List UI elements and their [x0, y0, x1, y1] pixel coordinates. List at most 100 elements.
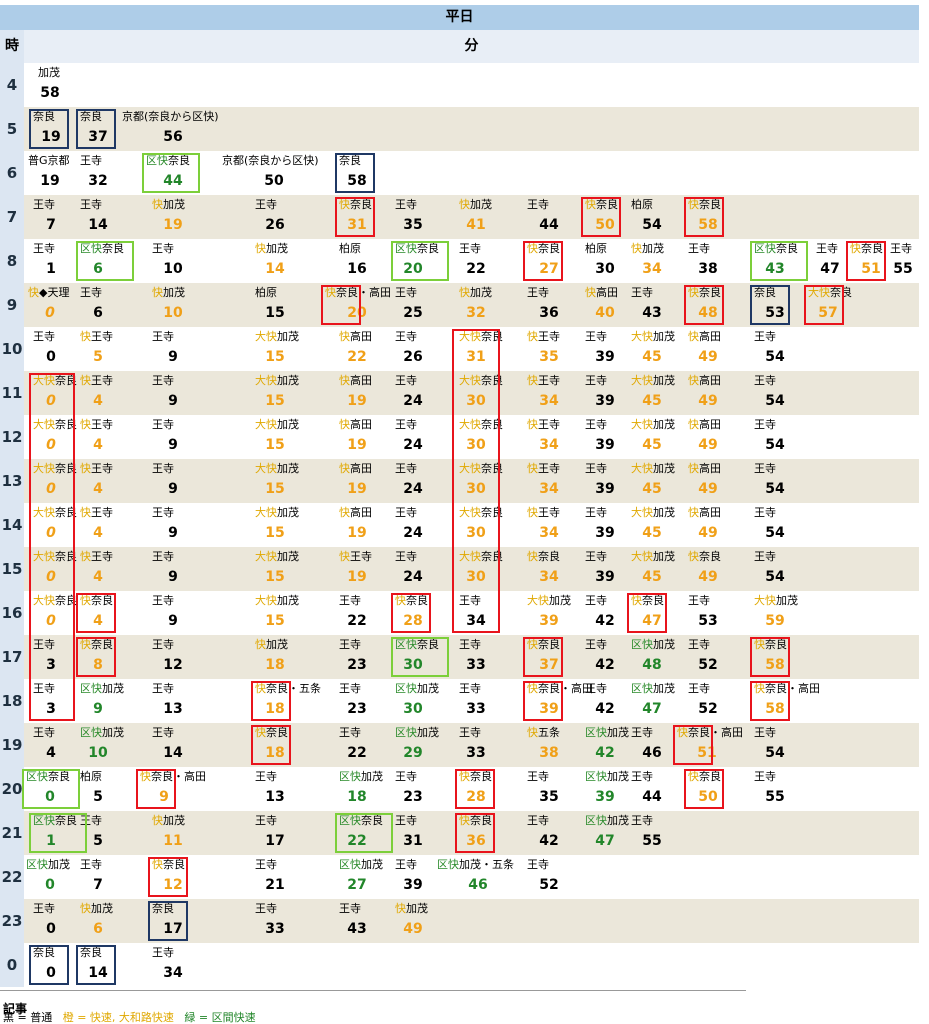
train-type-label: 快: [80, 594, 91, 607]
destination-name: 加茂: [266, 242, 288, 255]
row-band: [24, 547, 919, 591]
departure-entry: 区快加茂 39: [585, 767, 629, 811]
departure-minute: 40: [595, 305, 615, 321]
departure-entry: 大快加茂 15: [255, 591, 337, 635]
destination-name: 高田: [699, 330, 721, 343]
destination-label: 王寺: [459, 242, 481, 255]
departure-entry: 快奈良 28: [395, 591, 457, 635]
destination-label: 区快加茂: [339, 770, 383, 783]
destination-name: 王寺: [152, 550, 174, 563]
legend-divider: [0, 990, 746, 991]
destination-label: 快高田: [688, 462, 721, 475]
destination-name: 王寺: [754, 462, 776, 475]
departure-entry: 快奈良 36: [459, 811, 525, 855]
destination-name: 加茂: [642, 242, 664, 255]
departure-entry: 快奈良・高田 9: [140, 767, 260, 811]
destination-name: 奈良: [33, 110, 55, 123]
departure-entry: 王寺 23: [339, 635, 393, 679]
train-type-label: 快: [339, 462, 350, 475]
departure-minute: 9: [159, 789, 169, 805]
departure-minute: 30: [403, 657, 423, 673]
destination-name: 王寺: [255, 858, 277, 871]
train-type-label: 大快: [459, 330, 481, 343]
departure-entry: 王寺 39: [395, 855, 457, 899]
destination-label: 王寺: [527, 814, 549, 827]
train-type-label: 区快: [631, 638, 653, 651]
departure-entry: 大快加茂 39: [527, 591, 583, 635]
departure-entry: 王寺 54: [754, 327, 810, 371]
train-type-label: 大快: [33, 374, 55, 387]
destination-name: 奈良: [481, 374, 503, 387]
destination-label: 快加茂: [631, 242, 664, 255]
destination-label: 王寺: [255, 814, 277, 827]
departure-entry: 王寺 55: [631, 811, 686, 855]
departure-minute: 8: [93, 657, 103, 673]
destination-name: 王寺: [395, 198, 417, 211]
destination-label: 王寺: [339, 638, 361, 651]
train-type-label: 快: [527, 550, 538, 563]
departure-minute: 49: [698, 481, 718, 497]
departure-entry: 快奈良 28: [459, 767, 525, 811]
destination-label: 快奈良・高田: [754, 682, 820, 695]
destination-label: 王寺: [395, 330, 417, 343]
departure-minute: 9: [168, 349, 178, 365]
departure-entry: 王寺 24: [395, 547, 457, 591]
departure-entry: 快奈良 4: [80, 591, 150, 635]
departure-entry: 王寺 26: [395, 327, 457, 371]
destination-name: 王寺: [890, 242, 912, 255]
hour-row: 5 奈良 19 奈良 37 京都(奈良から区快) 56: [0, 107, 919, 151]
departure-entry: 快高田 49: [688, 415, 752, 459]
departure-entry: 快王寺 4: [80, 547, 150, 591]
destination-name: 王寺: [395, 770, 417, 783]
departure-entry: 王寺 4: [33, 723, 108, 767]
destination-name: 王寺: [688, 594, 710, 607]
row-band: [24, 459, 919, 503]
destination-name: 王寺: [688, 242, 710, 255]
row-band: [24, 723, 919, 767]
train-type-label: 快: [677, 726, 688, 739]
departure-minute: 20: [347, 305, 367, 321]
destination-name: 王寺: [91, 550, 113, 563]
hour-row: 9 快◆天理 0 王寺 6 快加茂 10 柏原 15 快奈良・高田 20 王寺 25 快加茂 32 王寺 36 快…: [0, 283, 919, 327]
departure-minute: 24: [403, 393, 423, 409]
destination-label: 京都(奈良から区快): [222, 154, 319, 167]
destination-name: 高田: [699, 462, 721, 475]
departure-entry: 快奈良 51: [850, 239, 929, 283]
departure-minute: 9: [168, 613, 178, 629]
departure-minute: 31: [466, 349, 486, 365]
destination-label: 王寺: [754, 462, 776, 475]
destination-label: 王寺: [585, 550, 607, 563]
destination-label: 王寺: [152, 946, 174, 959]
departure-minute: 58: [765, 701, 785, 717]
departure-entry: 大快加茂 15: [255, 415, 337, 459]
destination-name: 奈良: [33, 946, 55, 959]
departure-entry: 王寺 3: [33, 679, 108, 723]
departure-entry: 王寺 5: [80, 811, 150, 855]
departure-entry: 奈良 0: [33, 943, 108, 987]
departure-minute: 36: [466, 833, 486, 849]
train-type-label: 区快: [395, 682, 417, 695]
train-type-label: 快: [527, 418, 538, 431]
destination-label: 快奈良: [631, 594, 664, 607]
destination-name: 王寺: [33, 198, 55, 211]
destination-name: 奈良: [481, 330, 503, 343]
departure-entry: 快奈良・五条 18: [255, 679, 337, 723]
departure-entry: 快王寺 4: [80, 503, 150, 547]
departure-minute: 41: [466, 217, 486, 233]
departure-minute: 42: [595, 613, 615, 629]
departure-entry: 王寺 24: [395, 371, 457, 415]
destination-name: 奈良: [481, 506, 503, 519]
destination-label: 快王寺: [339, 550, 372, 563]
departure-minute: 19: [347, 393, 367, 409]
train-type-label: 快: [688, 506, 699, 519]
departure-entry: 王寺 23: [395, 767, 457, 811]
hour-row: 16 大快奈良 0 快奈良 4 王寺 9 大快加茂 15 王寺 22 快奈良 28 王寺 34 大快加茂 39 王…: [0, 591, 919, 635]
destination-name: 王寺: [152, 242, 174, 255]
departure-entry: 快王寺 4: [80, 459, 150, 503]
destination-name: 加茂: [277, 374, 299, 387]
departure-minute: 14: [265, 261, 285, 277]
departure-entry: 大快加茂 15: [255, 547, 337, 591]
departure-entry: 王寺 44: [527, 195, 583, 239]
departure-minute: 17: [265, 833, 285, 849]
